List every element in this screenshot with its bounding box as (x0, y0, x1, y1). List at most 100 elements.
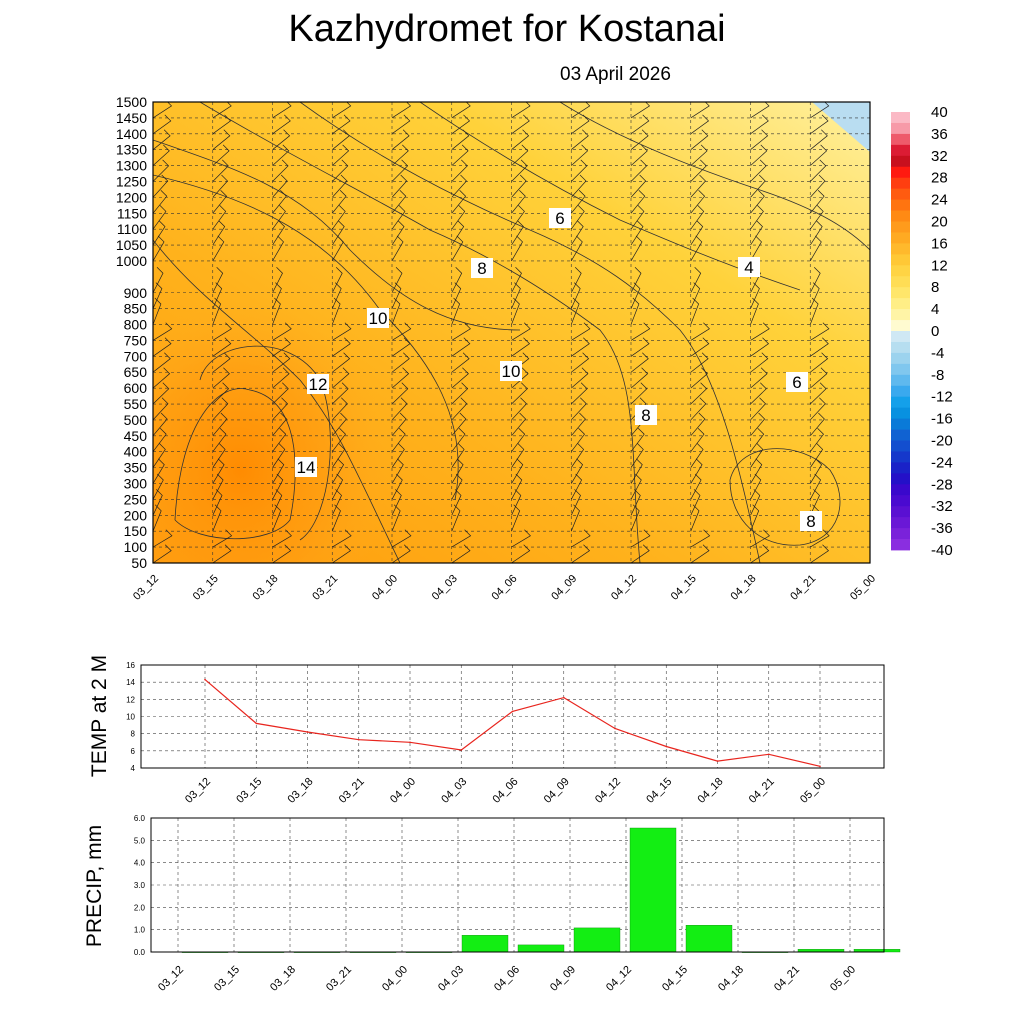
wind-barb (272, 382, 289, 405)
wind-barb (272, 412, 288, 437)
wind-barb (331, 458, 345, 484)
wind-barb (630, 129, 649, 150)
y-tick-label: 700 (124, 348, 148, 364)
wind-barb (391, 174, 408, 198)
wind-barb (690, 489, 701, 516)
y-tick-label: 550 (124, 396, 148, 412)
wind-barb (272, 544, 292, 563)
x-tick-label: 04_00 (388, 776, 418, 806)
colorbar-swatch (891, 429, 910, 441)
colorbar-label: 20 (931, 214, 948, 231)
wind-barb (331, 443, 346, 468)
wind-barb (809, 282, 820, 309)
wind-barb (869, 165, 870, 166)
wind-barb (571, 544, 591, 563)
wind-barb (451, 235, 464, 262)
wind-barb (272, 205, 286, 230)
colorbar-swatch (891, 462, 910, 474)
colorbar-swatch (891, 287, 910, 299)
wind-barb (570, 189, 586, 214)
y-tick-label: 850 (124, 301, 148, 317)
wind-barb (332, 529, 352, 548)
colorbar-swatch (891, 352, 910, 365)
y-tick-label: 250 (124, 491, 148, 507)
wind-barb (810, 544, 830, 563)
contour-label-box (307, 374, 329, 394)
wind-barb (511, 235, 523, 262)
wind-barb (212, 322, 232, 341)
colorbar-swatch (891, 495, 910, 507)
wind-barb (272, 235, 284, 262)
x-tick-label: 04_03 (439, 776, 469, 806)
wind-barb (750, 544, 770, 563)
wind-barb (153, 282, 163, 309)
wind-barb (391, 337, 411, 357)
x-tick-label: 04_03 (436, 964, 466, 994)
wind-barb (750, 337, 770, 357)
x-tick-label: 04_09 (549, 573, 579, 603)
wind-barb (630, 382, 648, 405)
colorbar-label: 28 (931, 170, 948, 187)
colorbar-swatch (891, 309, 910, 321)
wind-barb (332, 322, 352, 341)
wind-barb (511, 322, 531, 341)
wind-barb (869, 435, 870, 436)
contour-label: 4 (744, 258, 753, 277)
wind-barb (570, 220, 584, 246)
wind-barb (750, 144, 768, 166)
colorbar-swatch (891, 199, 910, 211)
contour-label: 8 (477, 259, 486, 278)
colorbar-label: -32 (931, 498, 953, 515)
wind-barb (391, 322, 412, 341)
temp-point (665, 745, 668, 748)
colorbar-swatch (891, 331, 910, 343)
wind-barb (153, 504, 162, 532)
wind-barb (212, 102, 214, 103)
wind-barb (391, 282, 402, 309)
x-tick-label: 04_06 (492, 964, 522, 994)
wind-barb (451, 205, 466, 230)
x-tick-label: 03_21 (337, 776, 367, 806)
x-tick-label: 03_12 (156, 964, 186, 994)
colorbar-swatch (891, 363, 910, 376)
wind-barb (272, 129, 291, 150)
colorbar-swatch (891, 188, 910, 200)
wind-barb (511, 504, 521, 532)
wind-barb (630, 144, 648, 166)
contour-label-box (295, 457, 317, 477)
wind-barb (451, 337, 471, 357)
colorbar-swatch (891, 320, 910, 332)
wind-barb (750, 282, 760, 309)
x-tick-label: 04_12 (604, 964, 634, 994)
wind-barb (212, 189, 228, 214)
wind-barb (153, 367, 171, 389)
wind-barb (451, 189, 467, 214)
y-tick-label: 350 (124, 460, 148, 476)
cross-section-plot: 6 8 4 10 10 6 12 8 14 8 15001450140013501300125012… (116, 94, 878, 603)
colorbar-swatch (891, 166, 910, 179)
wind-barb (869, 323, 870, 325)
colorbar-swatch (891, 407, 910, 419)
y-axis-title: TEMP at 2 M (88, 655, 111, 777)
wind-barb (570, 458, 584, 484)
wind-barb (810, 367, 828, 389)
wind-barb (153, 205, 167, 230)
plot-frame (140, 664, 885, 769)
wind-barb (153, 220, 166, 246)
wind-barb (451, 367, 469, 389)
y-tick-label: 3.0 (134, 881, 146, 890)
wind-barb (750, 458, 763, 484)
wind-barb (153, 352, 171, 373)
wind-barb (630, 282, 641, 309)
wind-barb (391, 144, 409, 166)
wind-barb (272, 322, 292, 341)
wind-barb (690, 235, 703, 262)
wind-barb (212, 382, 230, 405)
wind-barb (809, 235, 822, 262)
wind-barb (690, 443, 704, 468)
wind-barb (570, 297, 580, 325)
wind-barb (511, 337, 531, 357)
colorbar-label: 32 (931, 148, 948, 165)
wind-barb (750, 205, 764, 230)
wind-barb (391, 544, 411, 563)
